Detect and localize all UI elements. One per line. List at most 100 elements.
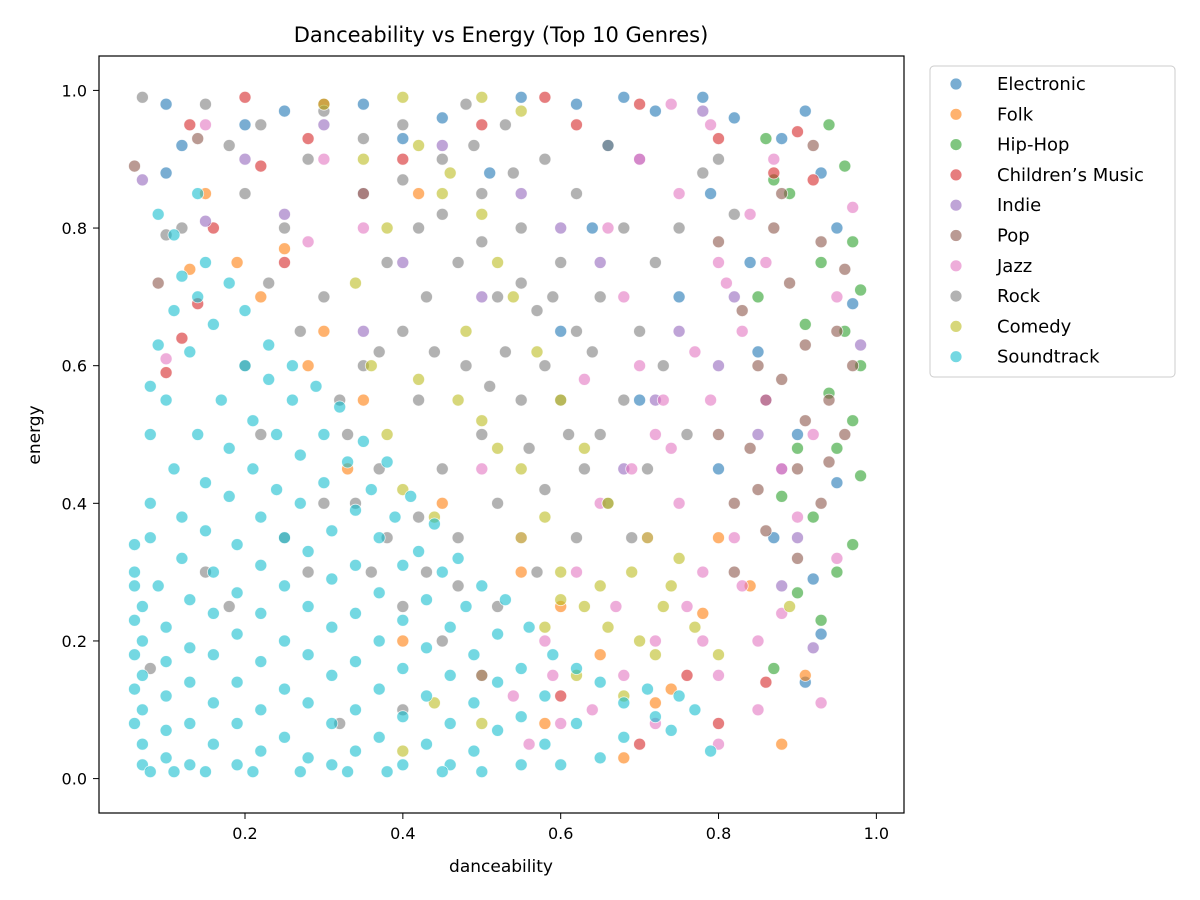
- data-point: [238, 187, 252, 201]
- legend-label: Jazz: [996, 256, 1032, 277]
- data-point: [538, 152, 552, 166]
- data-point: [830, 441, 844, 455]
- data-point: [301, 648, 315, 662]
- data-point: [159, 366, 173, 380]
- data-point: [759, 393, 773, 407]
- data-point: [309, 379, 323, 393]
- data-point: [254, 558, 268, 572]
- data-point: [554, 689, 568, 703]
- data-point: [254, 118, 268, 132]
- data-point: [451, 531, 465, 545]
- data-point: [143, 765, 157, 779]
- data-point: [641, 462, 654, 476]
- data-point: [514, 565, 528, 579]
- x-tick-label: 0.4: [390, 824, 415, 843]
- data-point: [396, 744, 410, 758]
- data-point: [349, 558, 362, 572]
- data-point: [522, 441, 536, 455]
- data-point: [727, 565, 741, 579]
- data-point: [570, 662, 583, 675]
- data-point: [570, 187, 583, 201]
- data-point: [396, 634, 410, 648]
- y-tick-label: 0.4: [62, 494, 87, 513]
- data-point: [191, 132, 205, 146]
- data-point: [238, 152, 252, 166]
- data-point: [775, 462, 789, 476]
- data-point: [498, 118, 512, 132]
- legend-label: Electronic: [997, 74, 1086, 95]
- data-point: [222, 276, 236, 290]
- data-point: [372, 531, 386, 545]
- data-point: [712, 669, 725, 682]
- data-point: [159, 620, 173, 634]
- data-point: [593, 579, 607, 593]
- data-point: [570, 118, 583, 132]
- data-point: [854, 469, 867, 483]
- data-point: [475, 717, 489, 730]
- data-point: [270, 483, 284, 497]
- data-point: [822, 118, 836, 132]
- data-point: [791, 510, 804, 524]
- data-point: [435, 207, 449, 221]
- data-point: [680, 669, 694, 682]
- data-point: [325, 669, 339, 682]
- data-point: [806, 428, 820, 441]
- data-point: [199, 97, 212, 111]
- data-point: [420, 737, 433, 751]
- data-point: [206, 648, 220, 662]
- data-point: [633, 152, 646, 166]
- data-point: [712, 717, 725, 730]
- data-point: [230, 675, 244, 689]
- y-tick-label: 1.0: [62, 81, 87, 100]
- data-point: [514, 393, 528, 407]
- data-point: [491, 441, 505, 455]
- data-point: [743, 256, 757, 269]
- data-point: [372, 730, 386, 744]
- data-point: [254, 655, 268, 668]
- data-point: [672, 324, 686, 338]
- data-point: [830, 552, 844, 565]
- data-point: [135, 634, 149, 648]
- data-point: [727, 496, 741, 510]
- legend-marker: [949, 198, 963, 212]
- data-point: [712, 235, 725, 249]
- legend-marker: [949, 138, 963, 152]
- data-point: [293, 448, 307, 462]
- data-point: [570, 324, 583, 338]
- data-point: [238, 118, 252, 132]
- data-point: [459, 324, 473, 338]
- data-point: [293, 496, 307, 510]
- data-point: [167, 765, 181, 779]
- data-point: [617, 696, 631, 710]
- data-point: [459, 359, 473, 373]
- data-point: [791, 441, 804, 455]
- data-point: [396, 710, 410, 724]
- data-point: [656, 393, 670, 407]
- data-point: [854, 338, 867, 352]
- data-point: [412, 510, 426, 524]
- data-point: [317, 290, 331, 304]
- data-point: [262, 372, 276, 386]
- data-point: [214, 393, 228, 407]
- data-point: [317, 97, 331, 111]
- data-point: [254, 290, 268, 304]
- data-point: [798, 338, 812, 352]
- legend-marker: [949, 259, 963, 273]
- data-point: [570, 97, 583, 111]
- data-point: [372, 682, 386, 696]
- data-point: [775, 132, 789, 146]
- data-point: [143, 379, 157, 393]
- x-tick-label: 0.2: [232, 824, 257, 843]
- data-point: [633, 359, 646, 373]
- data-point: [475, 187, 489, 201]
- data-point: [128, 717, 141, 730]
- data-point: [751, 483, 765, 497]
- data-point: [167, 304, 181, 318]
- data-point: [301, 359, 315, 373]
- data-point: [633, 97, 646, 111]
- data-point: [814, 496, 828, 510]
- data-point: [704, 393, 717, 407]
- data-point: [806, 641, 820, 655]
- data-point: [554, 324, 568, 338]
- data-point: [191, 187, 205, 201]
